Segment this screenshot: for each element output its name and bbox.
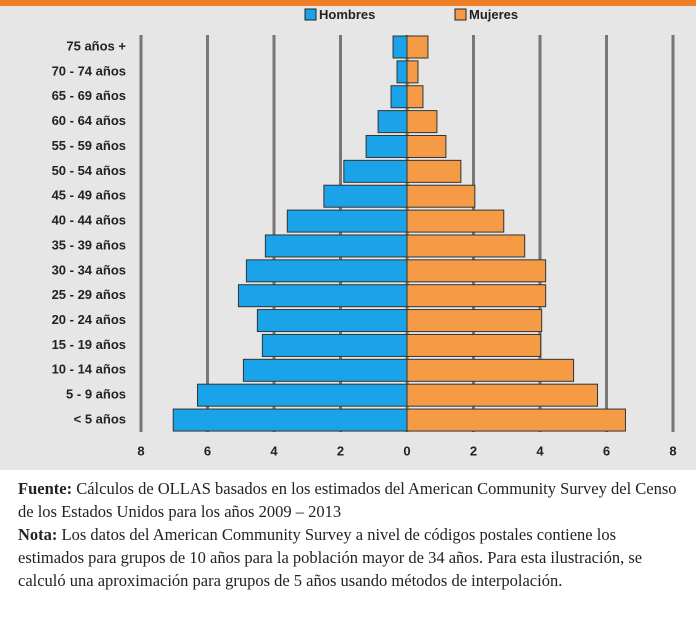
source: Fuente: Cálculos de OLLAS basados en los… bbox=[18, 477, 686, 523]
bar bbox=[172, 408, 408, 432]
x-tick-label: 6 bbox=[603, 443, 610, 458]
y-tick-label: 15 - 19 años bbox=[52, 337, 126, 352]
bar bbox=[406, 333, 542, 357]
y-tick-label: 65 - 69 años bbox=[52, 88, 126, 103]
note-label: Nota: bbox=[18, 525, 58, 544]
x-tick-label: 8 bbox=[669, 443, 676, 458]
source-label: Fuente: bbox=[18, 479, 73, 498]
bar bbox=[261, 333, 408, 357]
y-tick-label: 60 - 64 años bbox=[52, 113, 126, 128]
bar bbox=[365, 134, 408, 158]
bar bbox=[406, 110, 438, 134]
bar bbox=[406, 209, 505, 233]
bar bbox=[392, 35, 408, 59]
bar bbox=[406, 159, 462, 183]
y-tick-label: < 5 años bbox=[74, 411, 126, 426]
bar bbox=[390, 85, 408, 109]
chart: 8 6 4 2 0 2 4 6 8 75 años + 70 - 74 años 65 - 69 añ… bbox=[0, 0, 696, 470]
title-banner bbox=[0, 0, 696, 6]
legend-label: Mujeres bbox=[469, 7, 518, 22]
bar bbox=[406, 408, 626, 432]
bar bbox=[406, 85, 424, 109]
y-tick-label: 5 - 9 años bbox=[66, 387, 126, 402]
bar bbox=[242, 358, 408, 382]
y-tick-label: 55 - 59 años bbox=[52, 138, 126, 153]
footer: Fuente: Cálculos de OLLAS basados en los… bbox=[18, 477, 686, 592]
legend-swatch bbox=[454, 8, 467, 21]
note-text: Los datos del American Community Survey … bbox=[18, 525, 643, 590]
bar bbox=[377, 110, 408, 134]
bar bbox=[406, 309, 543, 333]
y-tick-label: 40 - 44 años bbox=[52, 213, 126, 228]
y-tick-label: 10 - 14 años bbox=[52, 362, 126, 377]
bar bbox=[245, 259, 408, 283]
bar bbox=[406, 234, 526, 258]
bar bbox=[406, 383, 599, 407]
y-tick-label: 20 - 24 años bbox=[52, 312, 126, 327]
bar bbox=[256, 309, 408, 333]
x-tick-label: 4 bbox=[536, 443, 544, 458]
bar bbox=[197, 383, 408, 407]
bar bbox=[406, 60, 419, 84]
x-tick-label: 2 bbox=[337, 443, 344, 458]
bar bbox=[237, 284, 408, 308]
bar bbox=[286, 209, 408, 233]
bar bbox=[343, 159, 408, 183]
bar bbox=[406, 358, 575, 382]
x-tick-label: 0 bbox=[403, 443, 410, 458]
bar bbox=[264, 234, 408, 258]
bar bbox=[406, 134, 447, 158]
y-tick-label: 35 - 39 años bbox=[52, 237, 126, 252]
x-tick-label: 4 bbox=[270, 443, 278, 458]
bar bbox=[396, 60, 408, 84]
bar bbox=[323, 184, 408, 208]
y-tick-label: 75 años + bbox=[66, 38, 126, 53]
y-tick-label: 25 - 29 años bbox=[52, 287, 126, 302]
y-tick-label: 70 - 74 años bbox=[52, 63, 126, 78]
y-tick-label: 30 - 34 años bbox=[52, 262, 126, 277]
legend-label: Hombres bbox=[319, 7, 375, 22]
bar bbox=[406, 35, 429, 59]
bar bbox=[406, 184, 476, 208]
bar bbox=[406, 284, 547, 308]
source-text: Cálculos de OLLAS basados en los estimad… bbox=[18, 479, 677, 521]
x-tick-label: 2 bbox=[470, 443, 477, 458]
y-tick-label: 50 - 54 años bbox=[52, 163, 126, 178]
x-tick-label: 6 bbox=[204, 443, 211, 458]
note: Nota: Los datos del American Community S… bbox=[18, 523, 686, 592]
bar bbox=[406, 259, 547, 283]
legend-swatch bbox=[304, 8, 317, 21]
y-tick-label: 45 - 49 años bbox=[52, 188, 126, 203]
x-tick-label: 8 bbox=[137, 443, 144, 458]
